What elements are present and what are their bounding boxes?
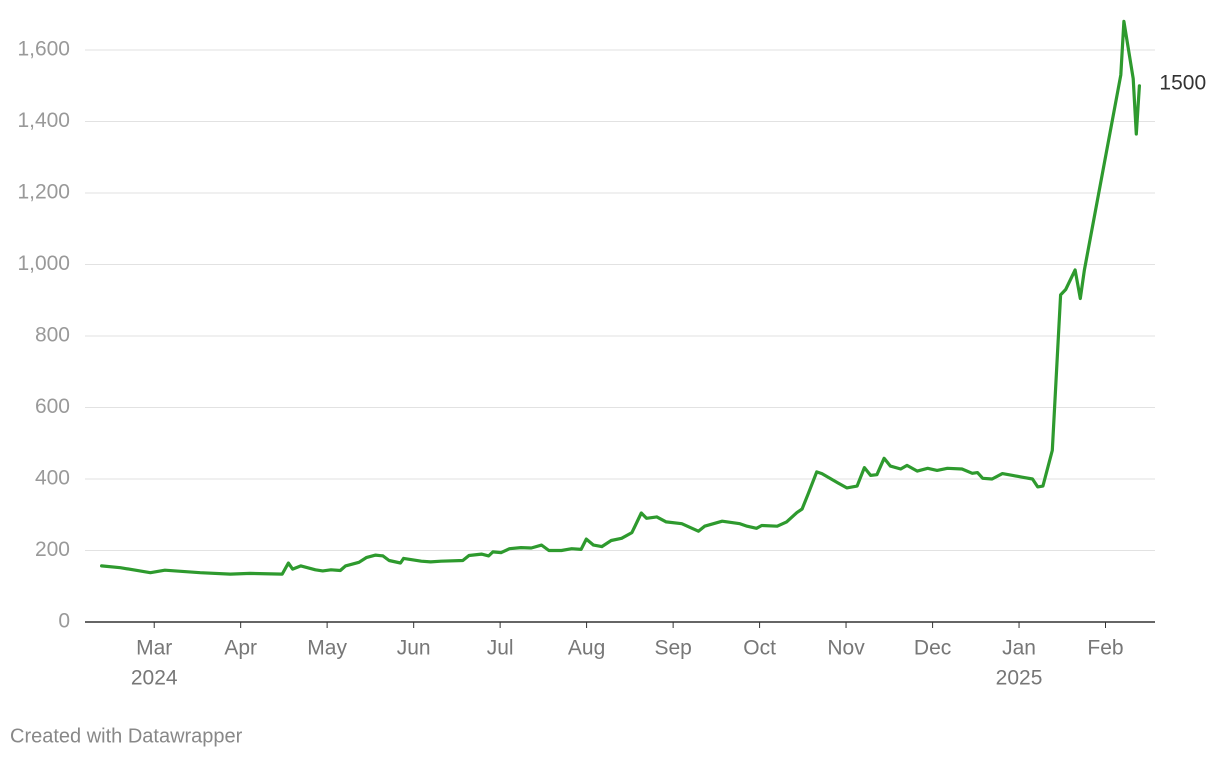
y-tick-label: 0: [58, 610, 70, 633]
y-tick-label: 800: [35, 324, 70, 347]
x-tick-label: Oct: [743, 637, 776, 660]
credit: Created with Datawrapper: [10, 725, 243, 747]
y-tick-label: 1,600: [17, 38, 70, 61]
y-tick-label: 600: [35, 395, 70, 418]
x-tick-label: Feb: [1087, 637, 1123, 660]
x-tick-label: Aug: [568, 637, 605, 660]
line: [100, 19, 1141, 576]
y-tick-label: 200: [35, 538, 70, 561]
y-tick-label: 400: [35, 467, 70, 490]
x-tick-label: Apr: [224, 637, 257, 660]
x-tick-label: Jun: [397, 637, 431, 660]
x-tick-label: Mar: [136, 637, 172, 660]
end-label: 1500: [1159, 71, 1206, 94]
x-tick-label: Nov: [827, 637, 865, 660]
y-tick-label: 1,400: [17, 109, 70, 132]
x-tick-label: Jan: [1002, 637, 1036, 660]
x-year-label: 2024: [131, 667, 178, 690]
y-tick-label: 1,000: [17, 252, 70, 275]
x-tick-label: Sep: [654, 637, 691, 660]
y-tick-label: 1,200: [17, 181, 70, 204]
x-tick-label: May: [307, 637, 347, 660]
x-tick-label: Jul: [487, 637, 514, 660]
x-tick-label: Dec: [914, 637, 951, 660]
x-year-label: 2025: [996, 667, 1043, 690]
